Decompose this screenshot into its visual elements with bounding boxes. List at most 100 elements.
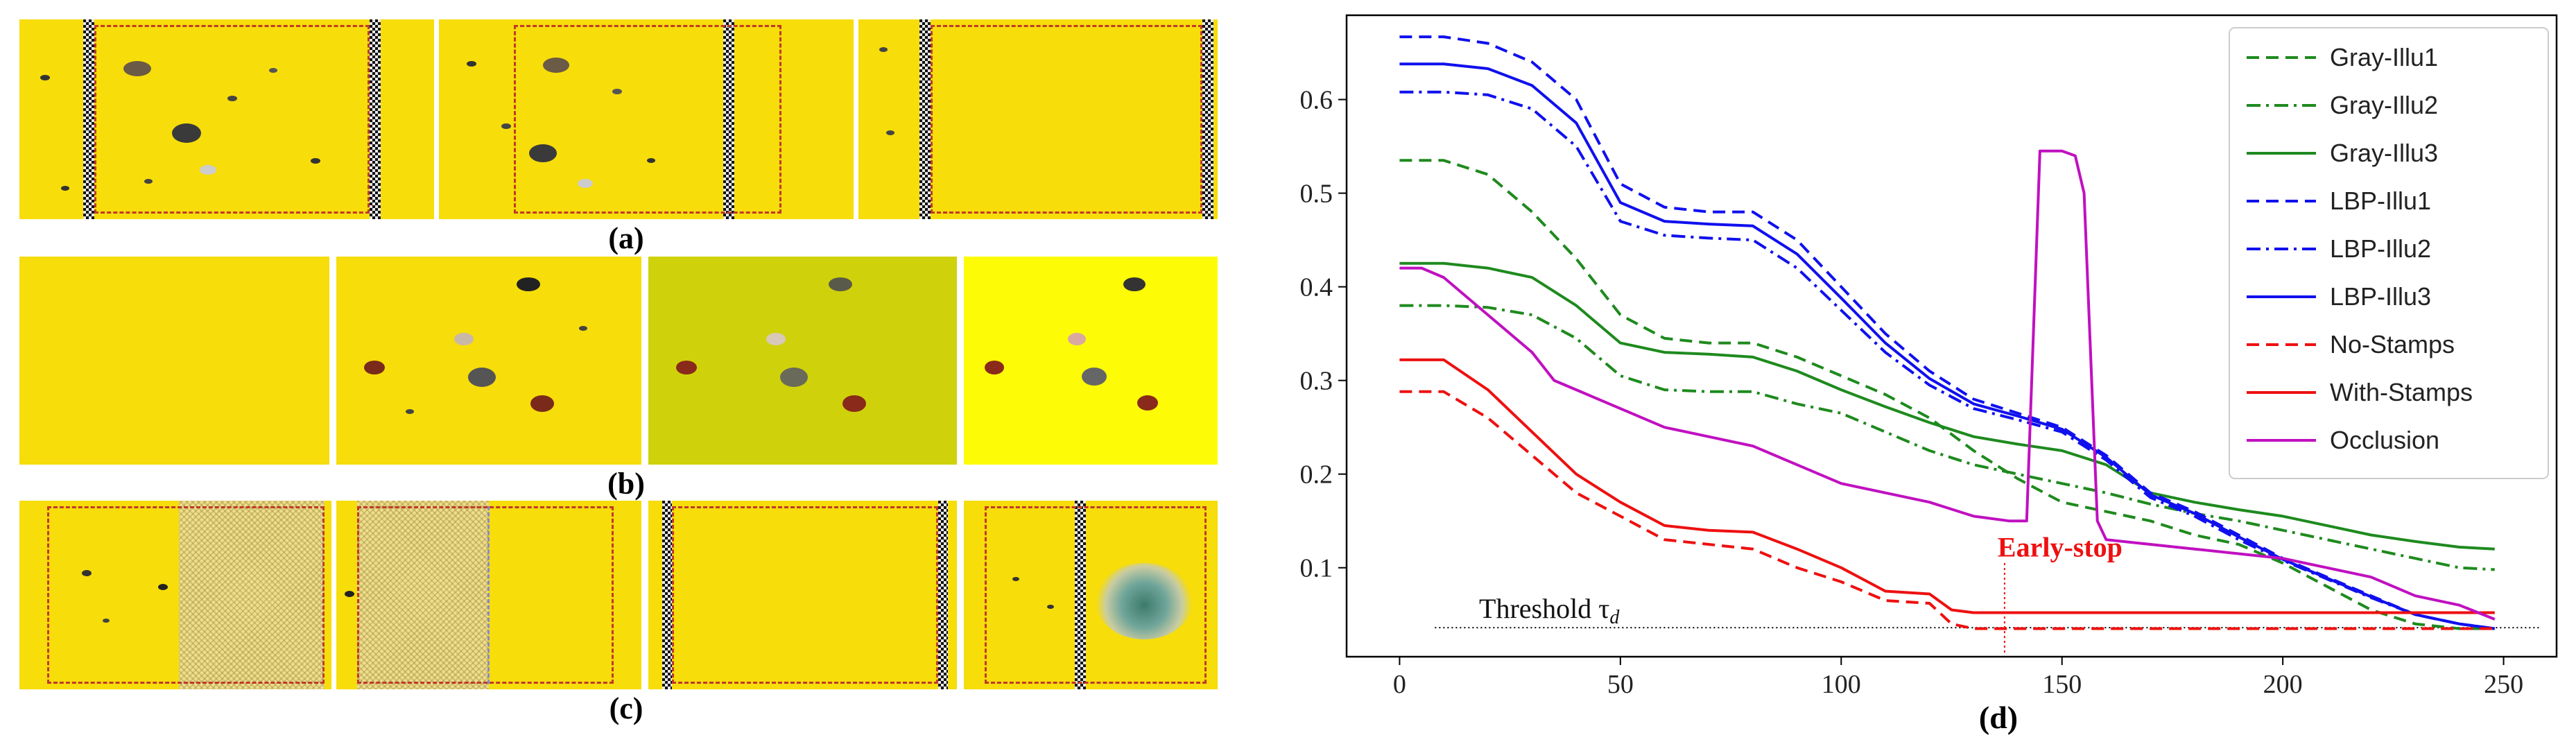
blurred-fly	[1096, 563, 1193, 639]
insect	[227, 96, 237, 101]
insect	[82, 570, 92, 576]
insect	[1123, 277, 1146, 291]
insect	[886, 130, 894, 135]
panel-c2	[336, 501, 641, 689]
insect	[103, 619, 110, 623]
roi-box	[672, 506, 938, 684]
insect	[200, 165, 216, 175]
x-tick-label: 150	[2042, 670, 2082, 699]
insect	[676, 361, 697, 374]
legend-label: No-Stamps	[2330, 330, 2455, 359]
panel-a2	[439, 19, 854, 219]
roi-box	[514, 25, 781, 214]
roi-box	[94, 25, 370, 214]
insect	[468, 368, 496, 387]
x-tick-label: 200	[2263, 670, 2303, 699]
roi-box	[357, 506, 614, 684]
panel-label-b: (b)	[607, 467, 645, 501]
roi-box	[931, 25, 1202, 214]
series-line-with-stamps	[1399, 358, 2495, 614]
insect	[311, 158, 320, 164]
barrier-stripe	[1202, 19, 1213, 219]
insect	[454, 333, 474, 345]
barrier-stripe	[723, 19, 734, 219]
series-line-no-stamps	[1399, 390, 2495, 630]
insect	[269, 68, 277, 73]
panel-a3	[858, 19, 1218, 219]
legend-label: LBP-Illu3	[2330, 282, 2431, 311]
x-tick-label: 50	[1607, 670, 1634, 699]
threshold-label-text: Threshold τ	[1479, 593, 1609, 624]
barrier-stripe	[919, 19, 931, 219]
panel-c1	[19, 501, 331, 689]
insect	[467, 61, 476, 67]
y-tick-label: 0.5	[1300, 180, 1333, 209]
threshold-label: Threshold τd	[1479, 593, 1620, 628]
barrier-stripe	[938, 501, 948, 689]
series-line-gray-illu1	[1399, 159, 2495, 630]
y-axis: 0.1 0.2 0.3 0.4 0.5 0.6	[1300, 86, 1347, 583]
legend-label: Occlusion	[2330, 426, 2439, 454]
insect	[517, 277, 540, 291]
line-chart: 0.1 0.2 0.3 0.4 0.5 0.6 0 50 100 150 200 250 Thres…	[1300, 14, 2558, 735]
insect	[144, 179, 153, 184]
series-line-gray-illu2	[1399, 304, 2495, 571]
insect	[579, 326, 587, 331]
insect	[158, 584, 168, 590]
x-tick-label: 250	[2484, 670, 2523, 699]
insect	[529, 144, 557, 162]
early-stop-label: Early-stop	[1998, 532, 2123, 563]
mesh-occluder	[179, 501, 325, 689]
legend-label: LBP-Illu1	[2330, 187, 2431, 215]
roi-box	[985, 506, 1207, 684]
panel-b3	[648, 257, 957, 465]
y-tick-label: 0.6	[1300, 86, 1333, 115]
threshold-subscript: d	[1609, 607, 1620, 628]
x-tick-label: 0	[1393, 670, 1406, 699]
insect	[61, 186, 69, 191]
mesh-occluder	[357, 501, 489, 689]
barrier-stripe	[662, 501, 672, 689]
legend-label: Gray-Illu1	[2330, 43, 2438, 71]
legend-label: LBP-Illu2	[2330, 234, 2431, 263]
insect	[123, 61, 151, 76]
panel-b1	[19, 257, 329, 465]
legend-label: Gray-Illu2	[2330, 91, 2438, 119]
legend-label: Gray-Illu3	[2330, 139, 2438, 167]
insect	[345, 591, 354, 597]
insect	[578, 179, 593, 188]
series-line-gray-illu3	[1399, 261, 2495, 551]
insect	[842, 395, 866, 412]
x-tick-label: 100	[1822, 670, 1861, 699]
insect	[766, 333, 786, 345]
panel-a1	[19, 19, 434, 219]
insect	[364, 361, 385, 374]
panel-c4	[964, 501, 1218, 689]
insect	[1068, 333, 1086, 345]
insect	[1012, 577, 1019, 581]
insect	[985, 361, 1004, 374]
insect	[1082, 368, 1107, 386]
insect	[879, 47, 888, 52]
insect	[1047, 605, 1054, 609]
insect	[612, 89, 622, 94]
insect	[530, 395, 554, 412]
panel-label-d: (d)	[1979, 700, 2018, 735]
panel-label-a: (a)	[608, 221, 644, 255]
y-tick-label: 0.4	[1300, 273, 1333, 302]
insect	[829, 277, 852, 291]
insect	[647, 158, 655, 163]
y-tick-label: 0.3	[1300, 367, 1333, 396]
barrier-stripe	[370, 19, 381, 219]
series-line-occlusion	[1399, 149, 2496, 621]
y-tick-label: 0.1	[1300, 554, 1333, 583]
panel-b2	[336, 257, 641, 465]
insect	[780, 368, 808, 387]
y-tick-label: 0.2	[1300, 460, 1333, 490]
x-axis: 0 50 100 150 200 250	[1393, 657, 2523, 699]
panel-b4	[964, 257, 1218, 465]
panel-c3	[648, 501, 957, 689]
insect	[172, 123, 201, 143]
panel-label-c: (c)	[609, 691, 643, 725]
barrier-stripe	[83, 19, 94, 219]
